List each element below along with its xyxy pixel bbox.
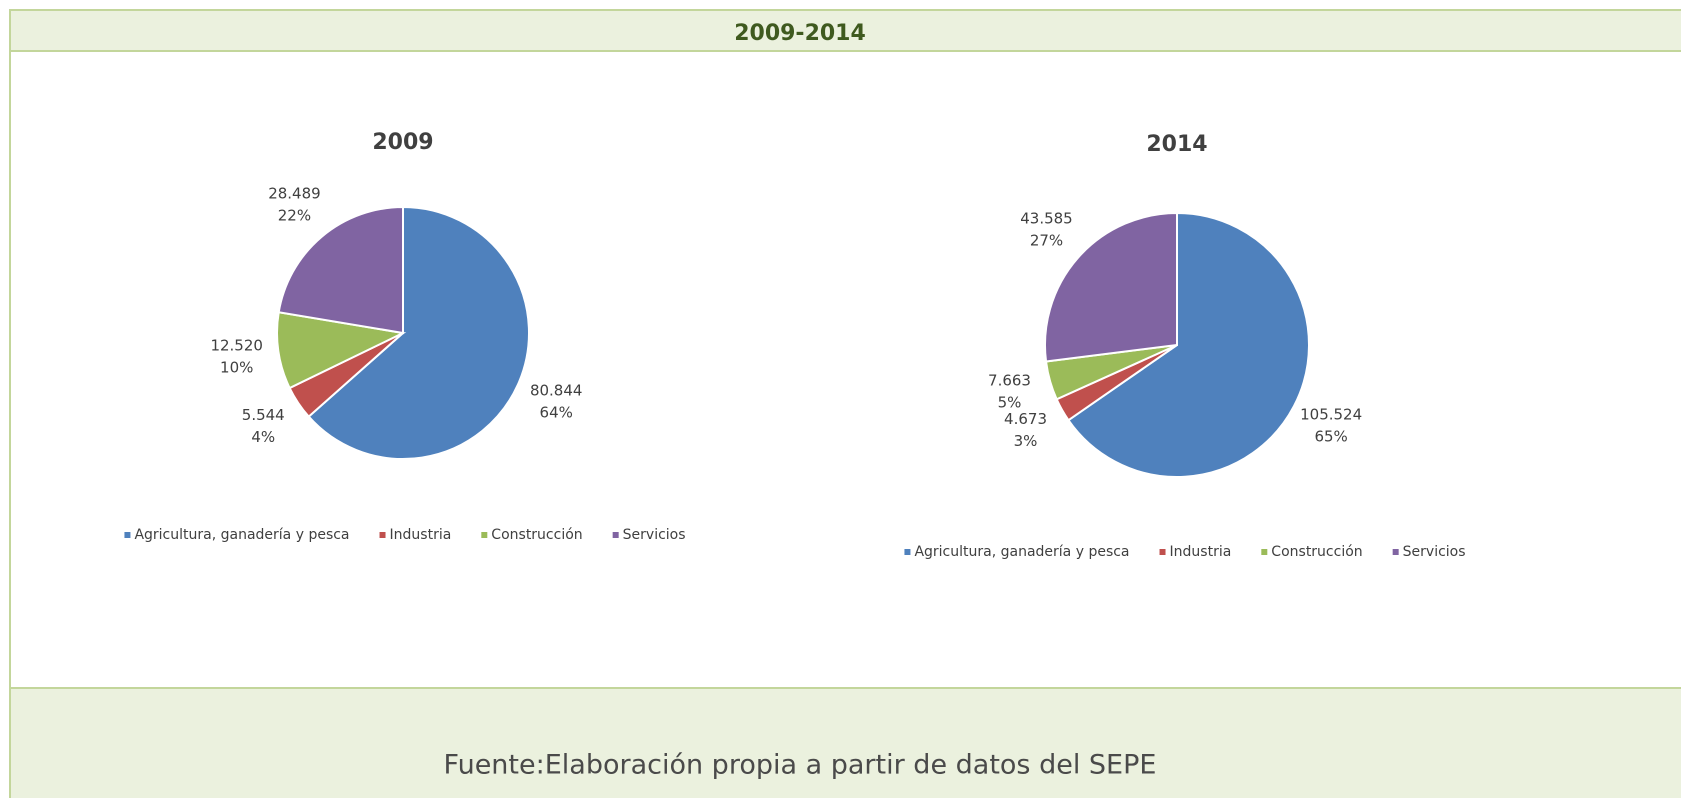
legend-label: Agricultura, ganadería y pesca	[914, 544, 1129, 560]
chart-title: 2014	[1146, 132, 1207, 157]
pie-slice	[1067, 211, 1310, 478]
pie-slice	[1044, 211, 1178, 363]
percent-label: 3%	[1014, 432, 1038, 450]
value-label: 12.520	[210, 336, 263, 354]
value-label: 5.544	[242, 406, 285, 424]
header-title: 2009-2014	[734, 21, 866, 46]
legend-marker	[612, 532, 619, 538]
legend-marker	[379, 532, 386, 538]
footer-source: Fuente:Elaboración propia a partir de da…	[444, 750, 1157, 781]
percent-label: 4%	[251, 428, 275, 446]
legend-label: Agricultura, ganadería y pesca	[134, 527, 349, 543]
percent-label: 27%	[1030, 231, 1063, 249]
legend-marker	[1392, 549, 1399, 555]
value-label: 105.524	[1300, 405, 1362, 423]
legend: Agricultura, ganadería y pesca Industria C…	[124, 527, 686, 543]
header-band	[11, 11, 1681, 51]
value-label: 28.489	[268, 184, 321, 202]
legend-marker	[481, 532, 488, 538]
legend-marker	[1261, 549, 1268, 555]
footer-band	[11, 688, 1681, 798]
pie-slice	[307, 205, 530, 460]
legend-label: Construcción	[1271, 544, 1362, 560]
value-label: 7.663	[988, 372, 1031, 390]
legend-marker	[904, 549, 911, 555]
legend: Agricultura, ganadería y pesca Industria C…	[904, 544, 1466, 560]
legend-label: Servicios	[1403, 544, 1466, 560]
legend-marker	[124, 532, 131, 538]
frame	[9, 9, 1681, 802]
percent-label: 22%	[278, 206, 311, 224]
legend-label: Industria	[390, 527, 452, 543]
pie-slice	[277, 205, 404, 335]
value-label: 43.585	[1020, 209, 1073, 227]
legend-label: Servicios	[623, 527, 686, 543]
legend-marker	[1159, 549, 1166, 555]
percent-label: 5%	[998, 394, 1022, 412]
pie-slice	[276, 311, 407, 390]
percent-label: 64%	[540, 403, 573, 421]
value-label: 4.673	[1004, 410, 1047, 428]
legend-label: Industria	[1170, 544, 1232, 560]
chart-title: 2009	[372, 130, 433, 155]
value-label: 80.844	[530, 381, 583, 399]
percent-label: 65%	[1314, 427, 1347, 445]
legend-label: Construcción	[491, 527, 582, 543]
percent-label: 10%	[220, 358, 253, 376]
